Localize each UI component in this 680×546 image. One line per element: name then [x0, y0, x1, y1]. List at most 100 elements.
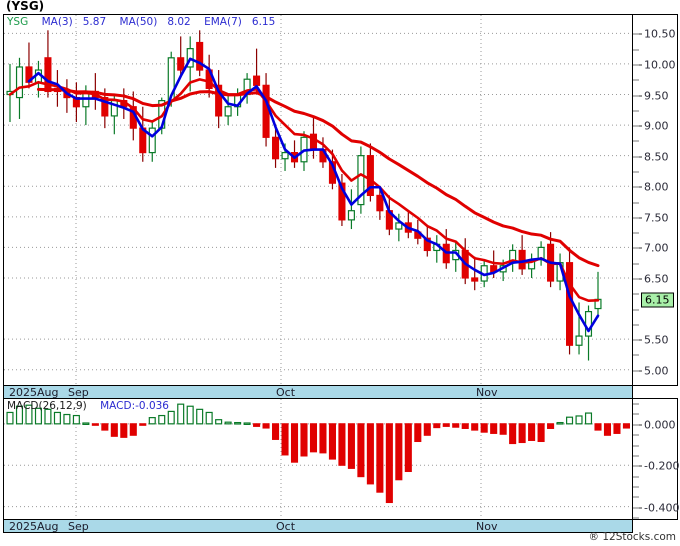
macd-bar-negative	[366, 423, 374, 485]
macd-bar-positive	[34, 407, 42, 425]
macd-bar-negative	[139, 423, 147, 426]
price-tick-label: 10.00	[644, 58, 676, 72]
macd-bar-negative	[518, 423, 526, 444]
macd-bar-negative	[262, 423, 270, 429]
macd-bar-negative	[272, 423, 280, 440]
date-label-top: 2025Aug	[9, 386, 59, 399]
macd-minor-tick	[633, 517, 639, 519]
macd-minor-tick	[633, 455, 639, 457]
macd-bar-positive	[215, 419, 223, 425]
macd-bar-positive	[167, 410, 175, 425]
macd-minor-tick	[633, 445, 639, 447]
macd-bar-positive	[63, 413, 71, 425]
price-minor-tick	[633, 156, 639, 158]
price-legend: YSG MA(3) 5.87 MA(50) 8.02 EMA(7) 6.15	[7, 16, 275, 28]
legend-ma3-label: MA(3)	[41, 16, 73, 28]
candle-down	[471, 277, 479, 282]
price-tick-label: 10.50	[644, 27, 676, 41]
macd-plot-area[interactable]	[4, 399, 632, 519]
macd-bar-negative	[499, 423, 507, 435]
candle-up	[281, 152, 289, 160]
macd-minor-tick	[633, 465, 639, 467]
price-chart-panel[interactable]	[3, 14, 633, 386]
price-candlestick-svg	[4, 15, 632, 385]
macd-bar-positive	[205, 411, 213, 425]
price-tick-label: 6.50	[644, 272, 669, 286]
macd-bar-negative	[594, 423, 602, 431]
candle-up	[395, 222, 403, 230]
legend-ema7-value: 6.15	[251, 16, 276, 28]
price-minor-tick	[633, 79, 639, 81]
candle-down	[196, 41, 204, 71]
macd-bar-negative	[603, 423, 612, 436]
price-minor-tick	[633, 49, 639, 51]
price-minor-tick	[633, 370, 639, 372]
macd-bar-positive	[556, 421, 564, 425]
macd-minor-tick	[633, 413, 639, 415]
candle-down	[566, 262, 574, 346]
macd-bar-negative	[433, 423, 441, 429]
macd-legend-value: MACD:-0.036	[100, 400, 169, 412]
macd-bar-positive	[196, 408, 204, 425]
macd-bar-negative	[414, 423, 422, 443]
candle-down	[44, 57, 52, 93]
price-minor-tick	[633, 324, 639, 326]
macd-bar-negative	[480, 423, 488, 433]
candle-up	[347, 210, 355, 221]
macd-bar-negative	[471, 423, 479, 431]
candle-up	[15, 66, 24, 99]
macd-minor-tick	[633, 403, 639, 405]
price-minor-tick	[633, 202, 639, 204]
macd-bar-positive	[186, 405, 194, 425]
macd-legend-label: MACD(26,12,9)	[7, 400, 87, 412]
price-minor-tick	[633, 339, 639, 341]
macd-bar-positive	[224, 421, 232, 425]
candle-up	[575, 335, 583, 346]
macd-bar-negative	[328, 423, 336, 460]
macd-bar-negative	[547, 423, 555, 429]
price-minor-tick	[633, 186, 639, 188]
legend-ema7-label: EMA(7)	[204, 16, 242, 28]
candle-down	[253, 75, 261, 86]
candle-down	[366, 155, 374, 197]
candle-down	[376, 194, 384, 212]
candle-down	[215, 84, 223, 117]
date-label-top: Oct	[276, 386, 296, 399]
macd-bar-negative	[376, 423, 384, 493]
candle-down	[338, 182, 346, 221]
date-axis-top: 2025Aug Sep Oct Nov	[3, 385, 633, 399]
date-label-bottom: 2025Aug	[9, 520, 59, 533]
price-tick-label: 7.00	[644, 241, 669, 255]
price-tick-label: 7.50	[644, 211, 669, 225]
legend-ma3-value: 5.87	[82, 16, 107, 28]
price-minor-tick	[633, 33, 639, 35]
macd-bar-negative	[461, 423, 469, 429]
macd-bar-negative	[452, 423, 460, 428]
macd-tick-label: -0.400	[644, 501, 680, 515]
macd-bar-negative	[622, 423, 630, 429]
price-plot-area[interactable]	[4, 15, 632, 385]
macd-minor-tick	[633, 496, 639, 498]
candle-down	[262, 84, 270, 138]
macd-bar-negative	[101, 423, 109, 431]
price-minor-tick	[633, 95, 639, 96]
footer-credit: ® 12Stocks.com	[588, 531, 677, 543]
macd-chart-panel[interactable]	[3, 398, 633, 520]
macd-bar-negative	[120, 423, 128, 438]
legend-symbol: YSG	[7, 16, 29, 28]
price-minor-tick	[633, 263, 639, 265]
price-minor-tick	[633, 64, 639, 66]
date-label-bottom: Sep	[68, 520, 89, 533]
macd-axis: 0.000 -0.200 -0.400	[633, 398, 680, 520]
macd-bar-negative	[347, 423, 355, 469]
macd-bar-negative	[385, 423, 393, 504]
price-axis: 10.50 10.00 9.50 9.00 8.50 8.00 7.50 7.00 6.50 5.…	[633, 14, 678, 386]
page-title: (YSG)	[6, 0, 45, 13]
price-minor-tick	[633, 125, 639, 127]
macd-tick-label: 0.000	[644, 418, 676, 432]
macd-bar-negative	[442, 423, 450, 427]
macd-bar-positive	[6, 411, 14, 425]
price-tick-label: 9.50	[644, 89, 669, 102]
macd-bar-negative	[281, 423, 289, 456]
